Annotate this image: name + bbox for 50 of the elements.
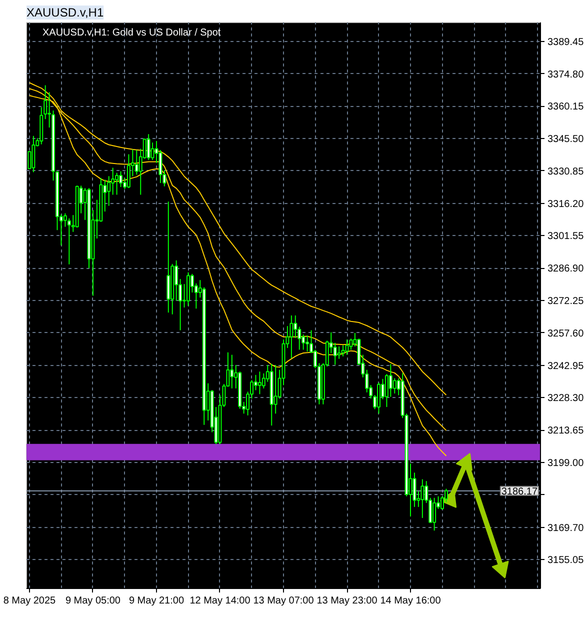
y-tick-label: 3169.70 [548, 522, 584, 534]
x-tick-label: 13 May 07:00 [253, 596, 314, 606]
candlestick [146, 134, 150, 161]
candlestick [126, 154, 130, 189]
y-tick-label: 3242.95 [548, 360, 584, 372]
y-tick-label: 3286.90 [548, 264, 584, 275]
text: XAUUSD.v,H1: Gold vs US Dollar / Spot [42, 28, 221, 38]
y-tick-label: 3228.30 [548, 393, 584, 404]
candlestick [294, 314, 298, 338]
candlestick [134, 150, 138, 176]
x-tick-label: 8 May 2025 [3, 596, 56, 606]
candlestick [420, 478, 424, 518]
x-tick-label: 9 May 21:00 [128, 596, 184, 606]
candlestick [388, 364, 392, 398]
candlestick [290, 314, 294, 359]
y-tick-label: 3345.50 [548, 134, 584, 146]
candlestick [115, 172, 119, 196]
candlestick [174, 260, 178, 302]
x-tick-label: 14 May 16:00 [380, 596, 442, 606]
y-tick-label: 3213.65 [548, 426, 584, 437]
y-tick-label: 3389.45 [548, 36, 584, 48]
candlestick [432, 497, 436, 532]
candlestick [150, 142, 154, 161]
y-tick-label: 3272.25 [548, 296, 584, 308]
y-tick-label: 3374.80 [548, 69, 584, 80]
candlestick [392, 378, 396, 394]
candlestick [67, 218, 71, 265]
y-tick-label: 3199.00 [548, 458, 584, 469]
candlestick [166, 201, 170, 314]
chart-title: XAUUSD.v,H1 [26, 6, 104, 20]
candlestick [274, 364, 278, 414]
candlestick [306, 335, 310, 352]
y-tick-label: 3330.85 [548, 166, 584, 178]
x-tick-label: 9 May 05:00 [65, 596, 121, 606]
candlestick [32, 135, 36, 173]
x-tick-label: 13 May 23:00 [316, 596, 378, 606]
candlestick [333, 342, 337, 366]
y-tick-label: 3257.60 [548, 328, 584, 340]
y-tick-label: 3301.55 [548, 231, 584, 242]
candlestick [377, 382, 380, 414]
candlestick [258, 371, 262, 395]
y-tick-label: 3360.15 [548, 102, 584, 113]
ref-line-label: 3186.17 [501, 486, 538, 498]
y-tick-label: 3316.20 [548, 198, 584, 210]
y-tick-label: 3155.05 [548, 555, 584, 566]
candlestick [345, 339, 349, 356]
candlestick [254, 374, 258, 391]
x-tick-label: 12 May 14:00 [190, 596, 251, 606]
candlestick [337, 346, 341, 360]
candlestick [230, 354, 234, 389]
